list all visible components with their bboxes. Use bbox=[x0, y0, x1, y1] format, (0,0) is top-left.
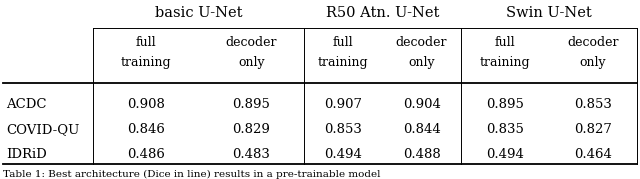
Text: R50 Atn. U-Net: R50 Atn. U-Net bbox=[326, 6, 439, 20]
Text: 0.827: 0.827 bbox=[574, 123, 612, 136]
Text: 0.895: 0.895 bbox=[486, 98, 524, 111]
Text: ACDC: ACDC bbox=[6, 98, 47, 111]
Text: decoder: decoder bbox=[225, 37, 277, 49]
Text: 0.494: 0.494 bbox=[324, 148, 362, 161]
Text: 0.464: 0.464 bbox=[574, 148, 612, 161]
Text: 0.494: 0.494 bbox=[486, 148, 524, 161]
Text: 0.846: 0.846 bbox=[127, 123, 164, 136]
Text: IDRiD: IDRiD bbox=[6, 148, 47, 161]
Text: only: only bbox=[408, 56, 435, 69]
Text: training: training bbox=[318, 56, 369, 69]
Text: only: only bbox=[238, 56, 264, 69]
Text: full: full bbox=[495, 37, 515, 49]
Text: basic U-Net: basic U-Net bbox=[155, 6, 242, 20]
Text: 0.488: 0.488 bbox=[403, 148, 440, 161]
Text: training: training bbox=[479, 56, 530, 69]
Text: training: training bbox=[120, 56, 171, 69]
Text: 0.895: 0.895 bbox=[232, 98, 270, 111]
Text: 0.907: 0.907 bbox=[324, 98, 362, 111]
Text: only: only bbox=[579, 56, 606, 69]
Text: full: full bbox=[135, 37, 156, 49]
Text: 0.853: 0.853 bbox=[574, 98, 612, 111]
Text: 0.486: 0.486 bbox=[127, 148, 164, 161]
Text: 0.835: 0.835 bbox=[486, 123, 524, 136]
Text: 0.904: 0.904 bbox=[403, 98, 440, 111]
Text: decoder: decoder bbox=[567, 37, 618, 49]
Text: Table 1: Best architecture (Dice in line) results in a pre-trainable model: Table 1: Best architecture (Dice in line… bbox=[3, 170, 381, 179]
Text: 0.908: 0.908 bbox=[127, 98, 164, 111]
Text: 0.829: 0.829 bbox=[232, 123, 270, 136]
Text: 0.844: 0.844 bbox=[403, 123, 440, 136]
Text: full: full bbox=[333, 37, 353, 49]
Text: decoder: decoder bbox=[396, 37, 447, 49]
Text: 0.483: 0.483 bbox=[232, 148, 270, 161]
Text: COVID-QU: COVID-QU bbox=[6, 123, 80, 136]
Text: 0.853: 0.853 bbox=[324, 123, 362, 136]
Text: Swin U-Net: Swin U-Net bbox=[506, 6, 591, 20]
